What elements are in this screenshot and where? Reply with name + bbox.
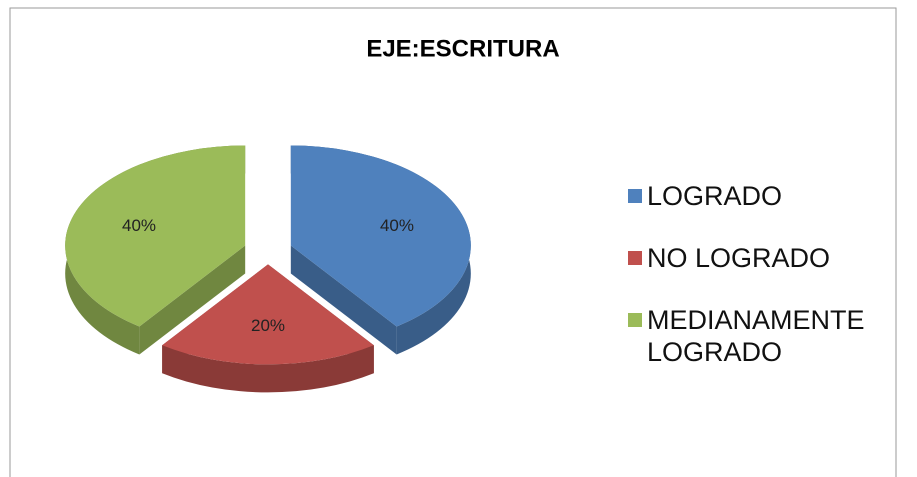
frame xyxy=(9,7,897,477)
value-label: 20% xyxy=(251,316,285,335)
slice-side xyxy=(139,245,246,355)
slice-wall xyxy=(162,345,374,393)
legend-item: MEDIANAMENTE LOGRADO xyxy=(628,304,898,368)
slice xyxy=(65,145,246,327)
legend-item: NO LOGRADO xyxy=(628,242,898,274)
value-label: 40% xyxy=(380,216,414,235)
value-label: 40% xyxy=(122,216,156,235)
slice xyxy=(162,264,374,365)
legend-swatch xyxy=(628,189,642,203)
legend: LOGRADO NO LOGRADO MEDIANAMENTE LOGRADO xyxy=(628,180,898,398)
legend-label: LOGRADO xyxy=(647,181,783,211)
legend-label: MEDIANAMENTE LOGRADO xyxy=(647,305,865,367)
chart-title: EJE:ESCRITURA xyxy=(366,35,559,62)
legend-label: NO LOGRADO xyxy=(647,243,831,273)
legend-item: LOGRADO xyxy=(628,180,898,212)
legend-swatch xyxy=(628,251,642,265)
legend-swatch xyxy=(628,313,642,327)
slice-side xyxy=(290,245,397,355)
slice xyxy=(290,145,471,327)
